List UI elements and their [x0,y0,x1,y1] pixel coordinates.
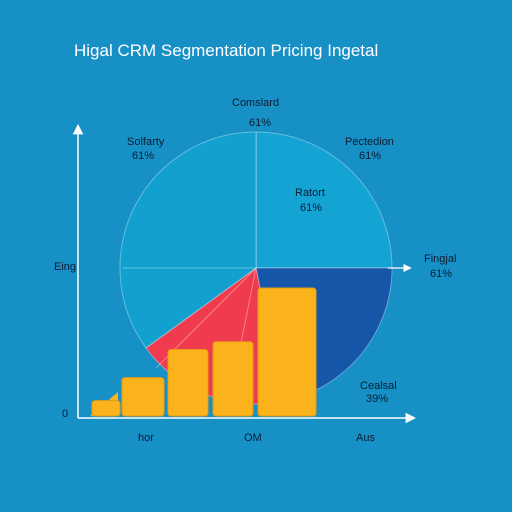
y-axis-label: Eing [54,261,76,273]
x-label-right: Aus [356,432,375,444]
x-label-mid: OM [244,432,262,444]
slice-pct-fingjal: 61% [430,268,452,280]
bar-1 [91,400,121,417]
slice-label-fingjal: Fingjal [424,253,456,265]
annotation-top-name: Comslard [232,97,279,109]
slice-label-solfarty: Solfarty [127,136,165,148]
slice-pct-pectedion: 61% [359,150,381,162]
pie-chart [119,131,393,405]
bar-5 [257,287,317,417]
center-pct: 61% [300,202,322,214]
bar-series [90,287,317,417]
pie-slice-solfarty [255,131,393,269]
origin-label: 0 [62,408,68,420]
chart-title: Higal CRM Segmentation Pricing Ingetal [74,41,378,60]
x-label-left: hor [138,432,154,444]
center-label: Ratort [295,187,325,199]
annotation-top-pct: 61% [249,117,271,129]
slice-pct-cealsal: 39% [366,393,388,405]
slice-label-pectedion: Pectedion [345,136,394,148]
slice-label-cealsal: Cealsal [360,380,397,392]
pie-slice-cealsal [119,131,257,349]
bar-4 [212,341,254,417]
slice-pct-solfarty: 61% [132,150,154,162]
bar-3 [167,348,209,417]
bar-2 [121,377,165,417]
